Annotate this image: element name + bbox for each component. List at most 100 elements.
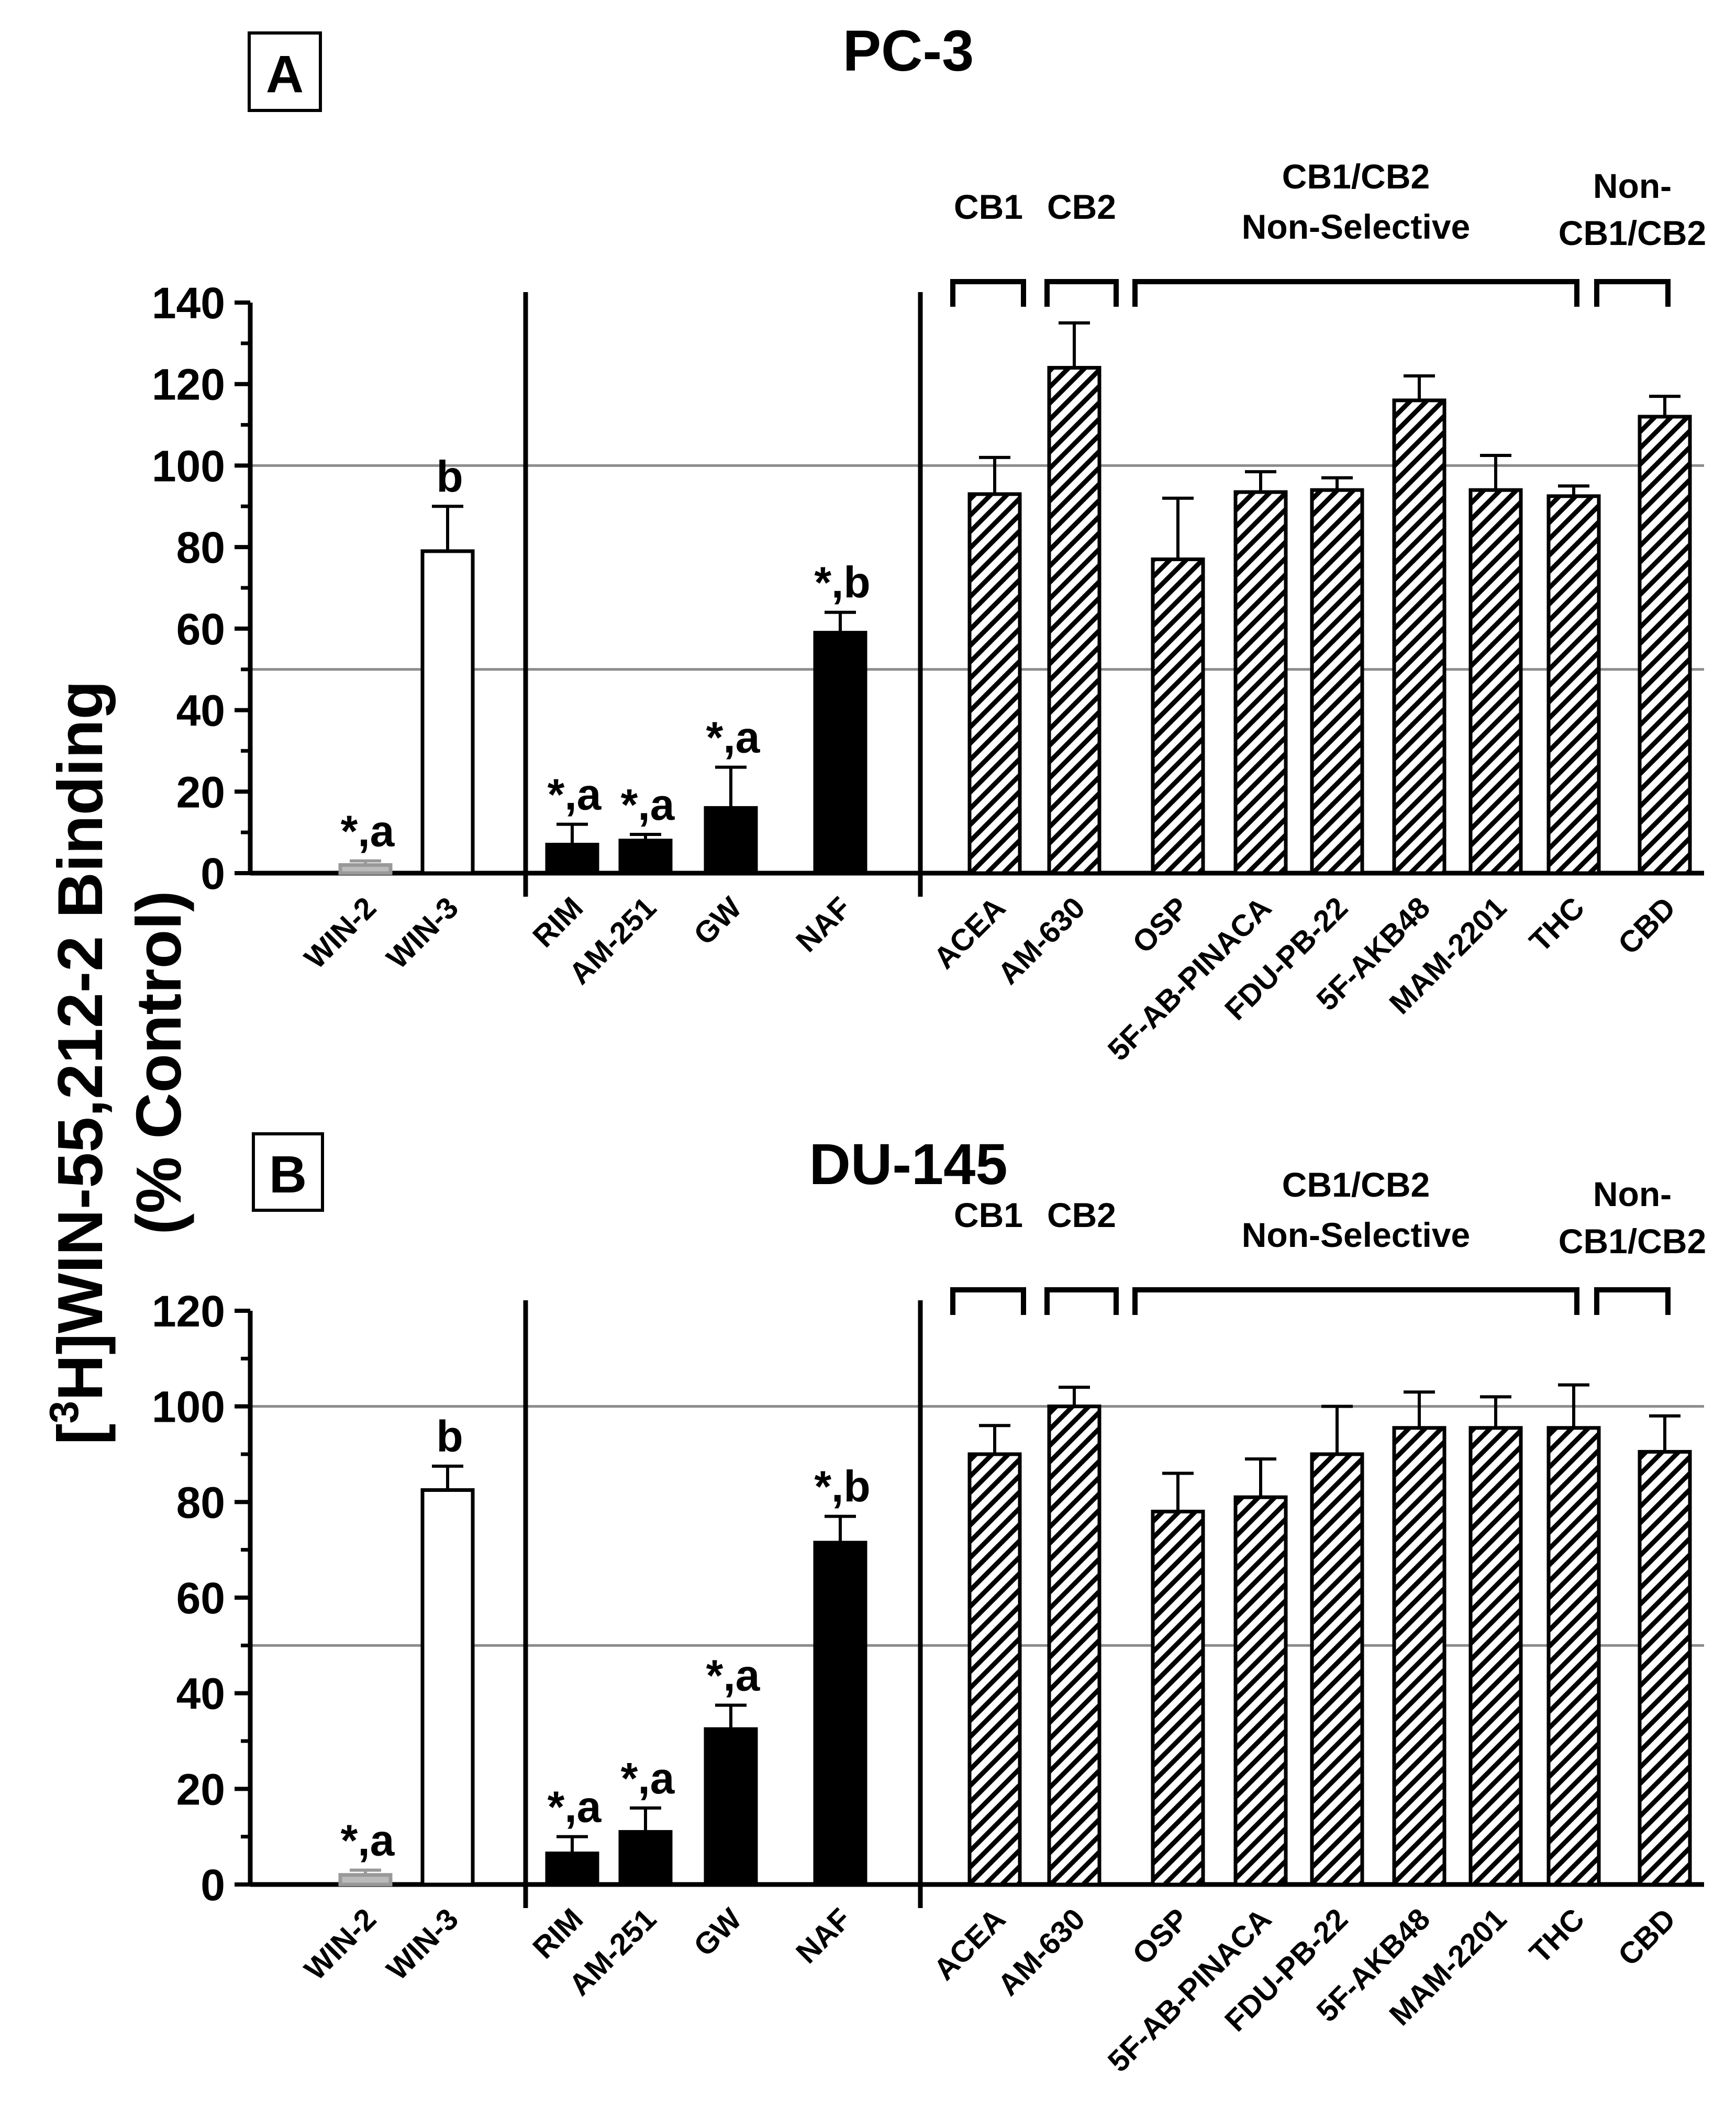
y-tick-label: 140 — [152, 278, 225, 328]
panel-a-label: A — [266, 45, 304, 104]
panel-a: A PC-3 0 20 40 60 80 100 120 140 CB1 CB2 CB1/CB2 No… — [152, 19, 1706, 1067]
bar-osp — [1151, 1510, 1205, 1887]
panel-b-label: B — [269, 1145, 307, 1204]
bar-win-2 — [338, 1873, 393, 1887]
significance-label: *,a — [341, 807, 395, 856]
significance-label: *,a — [548, 1782, 602, 1832]
bar-5f-ab-pinaca — [1233, 490, 1288, 875]
group-label-noncb-line2: CB1/CB2 — [1559, 1222, 1706, 1261]
y-tick-label: 120 — [152, 360, 225, 409]
bar-5f-akb48 — [1392, 1426, 1446, 1887]
bar-acea — [967, 492, 1022, 875]
significance-label: *,a — [706, 713, 761, 762]
group-label-cb2: CB2 — [1047, 187, 1116, 226]
group-bracket — [1132, 279, 1579, 307]
bar-thc — [1546, 494, 1601, 875]
significance-label: *,a — [706, 1651, 761, 1700]
group-bracket — [1044, 1287, 1119, 1315]
group-bracket — [950, 1287, 1026, 1315]
x-tick-label: NAF — [789, 1902, 858, 1970]
group-label-noncb-line2: CB1/CB2 — [1559, 214, 1706, 252]
x-tick-label: GW — [687, 890, 749, 952]
bar-gw — [704, 1727, 758, 1887]
y-tick-label: 100 — [152, 441, 225, 490]
bar-thc — [1546, 1426, 1601, 1887]
group-bracket — [950, 279, 1026, 307]
bar-osp — [1151, 557, 1205, 875]
x-tick-label: CBD — [1611, 890, 1682, 961]
x-tick-label: AM-630 — [991, 1902, 1092, 2002]
x-tick-label: NAF — [789, 890, 858, 958]
bar-mam-2201 — [1468, 488, 1523, 875]
y-tick-label: 100 — [152, 1382, 225, 1432]
y-tick-label: 40 — [176, 1669, 225, 1719]
bar-rim — [545, 1852, 599, 1887]
group-bracket — [1594, 279, 1671, 307]
x-tick-label: AM-630 — [991, 890, 1092, 991]
y-tick-label: 120 — [152, 1287, 225, 1336]
group-label-cb1: CB1 — [954, 1196, 1023, 1234]
significance-label: b — [436, 452, 463, 501]
bar-win-3 — [420, 549, 475, 875]
x-tick-label: WIN-3 — [380, 890, 465, 975]
x-tick-label: WIN-2 — [298, 1902, 383, 1987]
group-bracket — [1044, 279, 1119, 307]
group-bracket — [1594, 1287, 1671, 1315]
panel-b: B DU-145 0 20 40 60 80 100 120 CB1 CB2 CB1/CB2 Non… — [152, 1132, 1706, 2079]
bar-fdu-pb-22 — [1310, 1452, 1364, 1887]
significance-label: *,a — [621, 1754, 675, 1803]
group-label-noncb-line1: Non- — [1593, 166, 1672, 205]
significance-label: *,a — [621, 780, 675, 829]
significance-label: b — [436, 1412, 463, 1461]
x-tick-label: OSP — [1126, 890, 1196, 960]
x-tick-label: CBD — [1611, 1902, 1682, 1972]
significance-label: *,b — [814, 1462, 870, 1511]
bar-fdu-pb-22 — [1310, 488, 1364, 875]
bar-acea — [967, 1452, 1022, 1887]
y-tick-label: 20 — [176, 1765, 225, 1814]
x-tick-label: OSP — [1126, 1902, 1196, 1971]
y-tick-label: 60 — [176, 1574, 225, 1623]
x-tick-label: GW — [687, 1902, 749, 1963]
bar-rim — [545, 843, 599, 875]
group-label-cb2: CB2 — [1047, 1196, 1116, 1234]
y-axis-title-line2: (% Control) — [123, 890, 194, 1234]
bar-cbd — [1638, 415, 1692, 875]
x-tick-label: RIM — [526, 1902, 589, 1965]
bar-5f-akb48 — [1392, 398, 1446, 875]
y-tick-label: 60 — [176, 605, 225, 654]
y-tick-label: 20 — [176, 767, 225, 817]
group-label-noncb-line1: Non- — [1593, 1175, 1672, 1213]
significance-label: *,a — [548, 770, 602, 819]
significance-label: *,a — [341, 1816, 395, 1865]
panel-b-label-box — [252, 1132, 324, 1212]
x-tick-label: RIM — [526, 890, 589, 954]
y-axis-title: [3H]WIN-55,212-2 Binding (% Control) — [41, 681, 194, 1445]
panel-b-title: DU-145 — [809, 1132, 1007, 1197]
significance-label: *,b — [814, 558, 870, 607]
group-label-nonselective-line2: Non-Selective — [1242, 1215, 1470, 1254]
group-label-nonselective-line1: CB1/CB2 — [1282, 157, 1430, 196]
bar-win-2 — [338, 863, 393, 875]
y-tick-label: 40 — [176, 686, 225, 735]
x-tick-label: THC — [1523, 890, 1591, 958]
bar-naf — [813, 1541, 867, 1887]
group-label-nonselective-line2: Non-Selective — [1242, 207, 1470, 246]
bar-am-630 — [1047, 1404, 1101, 1887]
bar-am-251 — [618, 1830, 673, 1887]
bar-mam-2201 — [1468, 1426, 1523, 1887]
bar-cbd — [1638, 1449, 1692, 1887]
bar-win-3 — [420, 1488, 475, 1887]
x-tick-label: THC — [1523, 1902, 1591, 1970]
group-bracket — [1132, 1287, 1579, 1315]
y-tick-label: 0 — [201, 1860, 225, 1910]
x-tick-label: WIN-3 — [380, 1902, 465, 1987]
y-tick-label: 80 — [176, 523, 225, 572]
y-tick-label: 0 — [201, 849, 225, 898]
panel-a-title: PC-3 — [843, 19, 974, 83]
bar-gw — [704, 806, 758, 875]
y-tick-label: 80 — [176, 1478, 225, 1527]
bar-naf — [813, 631, 867, 875]
bar-5f-ab-pinaca — [1233, 1495, 1288, 1887]
